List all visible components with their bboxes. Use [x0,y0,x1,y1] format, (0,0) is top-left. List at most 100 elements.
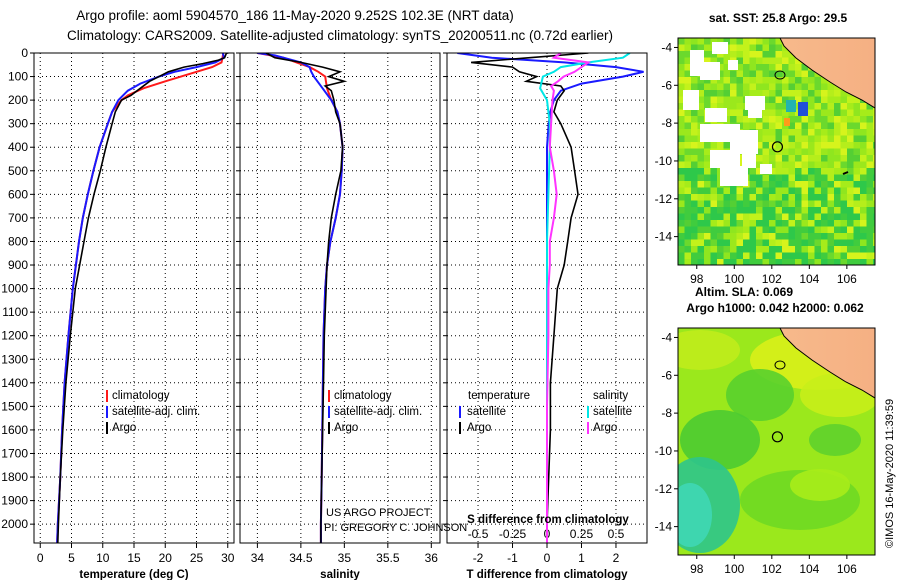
field-cell [704,200,711,208]
field-cell [678,187,685,195]
field-cell [730,239,737,247]
field-cell [788,181,796,188]
field-cell [756,200,763,208]
field-cell [847,148,854,156]
field-cell [808,96,815,104]
field-cell [873,220,875,227]
field-cell [769,207,776,214]
field-cell [782,220,789,227]
cloud-gap [705,108,727,122]
field-cell [762,155,770,162]
field-cell [782,252,789,260]
field-cell [853,155,861,162]
field-cell [717,90,724,97]
field-cell [801,64,809,71]
field-cell [723,64,731,71]
field-cell [788,187,796,195]
field-cell [710,38,718,45]
field-cell [736,252,744,260]
field-cell [775,96,783,104]
field-cell [821,122,828,130]
field-cell [775,129,783,136]
field-cell [847,161,854,169]
field-cell [775,252,783,260]
field-cell [775,200,783,208]
field-cell [697,155,705,162]
field-cell [808,135,815,143]
field-cell [834,220,841,227]
field-cell [821,168,828,175]
legend-label-satellite: satellite-adj. clim. [112,406,200,418]
sst-map: sat. SST: 25.8 Argo: 29.5 98 100 102 104 106… [655,11,876,286]
legend-header-salinity: salinity [593,390,628,402]
field-cell [847,213,854,221]
field-cell [873,161,875,169]
field-cell [723,220,731,227]
field-cell [775,168,783,175]
field-cell [710,83,718,91]
field-cell [678,200,685,208]
field-cell [704,77,711,84]
field-cell [827,135,835,143]
field-cell [847,194,854,201]
field-cell [775,90,783,97]
field-cell [743,109,750,117]
field-cell [847,220,854,227]
secondary-x-tick-label: -0.5 [468,527,489,541]
legend-label-s-satellite: satellite [593,406,632,418]
field-cell [697,200,705,208]
field-cell [723,246,731,253]
field-cell [749,207,757,214]
field-cell [827,259,835,265]
field-cell [736,38,744,45]
field-cell [853,187,861,195]
field-cell [762,200,770,208]
field-cell [788,213,796,221]
field-cell [847,181,854,188]
field-cell [801,252,809,260]
field-cell [762,109,770,117]
cloud-gap [760,164,772,174]
field-cell [730,77,737,84]
field-cell [749,226,757,234]
field-cell [847,174,854,182]
field-cell [795,90,802,97]
map-y-tick-label: -14 [655,520,673,534]
field-cell [697,246,705,253]
field-cell [704,148,711,156]
field-cell [710,246,718,253]
field-cell [834,116,841,123]
field-cell [821,187,828,195]
field-cell [704,252,711,260]
field-cell [730,38,737,45]
field-cell [873,259,875,265]
field-cell [775,181,783,188]
field-cell [769,64,776,71]
field-cell [710,233,718,240]
field-cell [840,233,848,240]
field-cell [769,90,776,97]
field-cell [782,96,789,104]
field-cell [743,51,750,58]
field-cell [684,44,692,52]
field-cell [756,174,763,182]
map-frame [677,37,876,266]
field-cell [769,187,776,195]
field-cell [840,174,848,182]
field-cell [717,70,724,78]
field-cell [801,83,809,91]
field-cell [678,174,685,182]
field-cell [873,174,875,182]
field-cell [736,187,744,195]
field-cell [860,161,867,169]
field-cell [717,57,724,65]
field-cell [788,83,796,91]
y-tick-label: 200 [8,93,28,107]
field-cell [853,109,861,117]
field-cell [743,259,750,265]
field-cell [717,83,724,91]
field-cell [691,200,698,208]
field-cell [814,116,822,123]
x-tick-label: 5 [68,551,75,565]
